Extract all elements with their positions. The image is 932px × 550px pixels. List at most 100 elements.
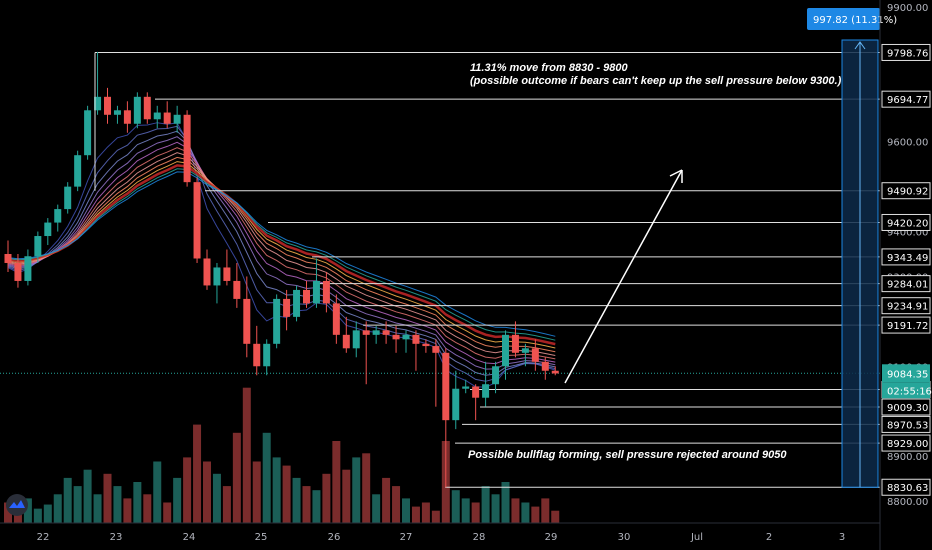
candle-body bbox=[24, 256, 32, 281]
volume-bar bbox=[511, 498, 520, 523]
volume-bar bbox=[113, 486, 122, 523]
moving-average-line bbox=[7, 125, 556, 382]
candle-body bbox=[263, 343, 271, 367]
moving-average-line bbox=[7, 161, 556, 349]
moving-average-line bbox=[7, 171, 556, 337]
level-tag-label: 9490.92 bbox=[887, 187, 928, 198]
candle-body bbox=[511, 334, 519, 353]
y-axis-tick-label: 8800.00 bbox=[887, 497, 928, 508]
candle-body bbox=[153, 112, 161, 120]
candle-body bbox=[293, 289, 301, 317]
level-tag-label: 9191.72 bbox=[887, 321, 928, 332]
volume-bar bbox=[322, 473, 331, 523]
countdown-box bbox=[882, 382, 930, 399]
candle-body bbox=[502, 334, 509, 367]
candle-body bbox=[422, 343, 430, 347]
x-axis[interactable]: 22 23 24 25 26 27 28 29 30 Jul 2 3 bbox=[37, 532, 846, 543]
candle-body bbox=[442, 352, 450, 421]
moving-average-line bbox=[7, 147, 556, 360]
candle-body bbox=[452, 388, 460, 421]
candle-body bbox=[283, 298, 291, 317]
level-tag-box bbox=[881, 478, 931, 496]
candle-body bbox=[462, 386, 470, 389]
volume-bar bbox=[282, 465, 291, 523]
volume-bar bbox=[531, 506, 540, 523]
annotation-move-title: 11.31% move from 8830 - 9800 bbox=[470, 62, 628, 74]
y-axis-tick-label: 9400.00 bbox=[887, 228, 928, 239]
volume-bar bbox=[272, 457, 281, 523]
tradingview-logo[interactable] bbox=[6, 494, 28, 516]
candle-body bbox=[312, 280, 320, 304]
projection-arrow-line bbox=[564, 169, 683, 384]
candle-body bbox=[382, 330, 390, 335]
countdown-label: 02:55:16 bbox=[887, 386, 932, 397]
level-tag-label: 9420.20 bbox=[887, 218, 928, 229]
level-tag-box bbox=[881, 213, 931, 231]
volume-bar bbox=[471, 502, 480, 523]
x-axis-tick-label: 3 bbox=[839, 532, 845, 543]
y-axis-tick-label: 9900.00 bbox=[887, 3, 928, 14]
candle-body bbox=[402, 334, 410, 340]
x-axis-tick-label: 28 bbox=[473, 532, 486, 543]
candle-body bbox=[492, 366, 500, 385]
level-tag-box bbox=[881, 43, 931, 61]
candle-body bbox=[472, 386, 480, 398]
level-tag-label: 9343.49 bbox=[887, 253, 928, 264]
volume-bar bbox=[421, 502, 430, 523]
candle-body bbox=[362, 330, 370, 335]
volume-bar bbox=[262, 432, 271, 523]
x-axis-tick-label: 26 bbox=[328, 532, 341, 543]
candle-body bbox=[253, 343, 261, 367]
volume-bar bbox=[372, 494, 381, 523]
moving-average-line bbox=[7, 136, 556, 370]
moving-average-ribbon bbox=[7, 122, 556, 388]
drawings: 997.82 (11.31%) bbox=[94, 8, 897, 488]
volume-bar bbox=[63, 477, 72, 523]
level-tag-box bbox=[881, 248, 931, 266]
candle-body bbox=[34, 236, 42, 257]
candle-body bbox=[273, 298, 281, 344]
measure-arrow-head-icon bbox=[854, 41, 866, 50]
level-tag-box bbox=[881, 415, 931, 433]
level-tag-box bbox=[881, 398, 931, 416]
volume-bar bbox=[491, 494, 500, 523]
moving-average-line bbox=[7, 152, 556, 356]
volume-bar bbox=[212, 473, 221, 523]
volume-bar bbox=[203, 461, 211, 523]
candle-body bbox=[4, 254, 12, 263]
volume-bar bbox=[43, 504, 52, 523]
candle-body bbox=[432, 346, 440, 353]
level-tag-label: 9284.01 bbox=[887, 280, 928, 291]
volume-bar bbox=[312, 490, 321, 523]
volume-bar bbox=[252, 461, 261, 523]
candle-body bbox=[44, 222, 52, 237]
moving-average-line bbox=[7, 141, 556, 365]
volume-bar bbox=[163, 502, 172, 523]
candle-body bbox=[143, 96, 151, 120]
volume-bar bbox=[541, 498, 550, 523]
level-tag-box bbox=[881, 90, 931, 108]
volume-bars bbox=[4, 387, 560, 523]
level-tag-box bbox=[881, 316, 931, 334]
candle-body bbox=[94, 96, 102, 111]
annotation-bullflag: Possible bullflag forming, sell pressure… bbox=[468, 449, 787, 461]
candle-body bbox=[541, 361, 549, 371]
volume-bar bbox=[232, 432, 241, 523]
candle-body bbox=[64, 186, 72, 210]
candle-body bbox=[74, 155, 82, 187]
horizontal-levels bbox=[0, 51, 880, 488]
level-tag-box bbox=[881, 275, 931, 293]
volume-bar bbox=[302, 486, 311, 523]
candle-body bbox=[352, 330, 360, 349]
candle-body bbox=[183, 114, 191, 183]
candle-body bbox=[84, 110, 92, 156]
candle-body bbox=[243, 298, 251, 344]
candle-body bbox=[223, 267, 231, 281]
candle-body bbox=[322, 280, 330, 304]
level-tag-label: 9798.76 bbox=[887, 48, 928, 59]
candle-body bbox=[372, 330, 380, 335]
y-axis[interactable]: 9900.009800.009700.009600.009500.009400.… bbox=[881, 3, 932, 508]
volume-bar bbox=[461, 498, 470, 523]
